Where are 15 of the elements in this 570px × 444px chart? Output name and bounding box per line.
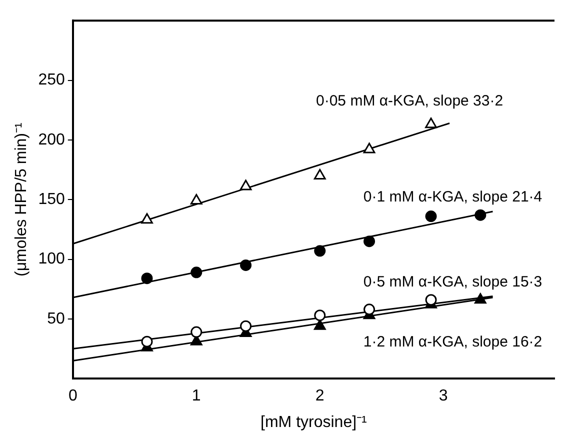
series-label: 0·1 mM α-KGA, slope 21·4 xyxy=(363,188,542,206)
y-tick-label: 150 xyxy=(38,191,65,208)
x-tick-label: 0 xyxy=(68,388,78,405)
y-tick-label: 50 xyxy=(47,310,65,328)
y-tick-label: 200 xyxy=(38,131,65,148)
series-label: 0·5 mM α-KGA, slope 15·3 xyxy=(363,273,542,290)
x-axis-title: [mM tyrosine]⁻¹ xyxy=(260,414,367,431)
x-tick-label: 3 xyxy=(438,388,448,405)
x-tick-label: 1 xyxy=(192,388,201,405)
text: 0·05 mM α-KGA, slope 33·2 xyxy=(316,92,504,110)
y-axis-title: (μmoles HPP/5 min)⁻¹ xyxy=(13,122,30,276)
y-tick-label: 250 xyxy=(38,72,65,89)
x-tick-label: 2 xyxy=(315,388,324,405)
y-tick-label: 100 xyxy=(38,250,65,268)
series-label: 1·2 mM α-KGA, slope 16·2 xyxy=(363,334,542,351)
